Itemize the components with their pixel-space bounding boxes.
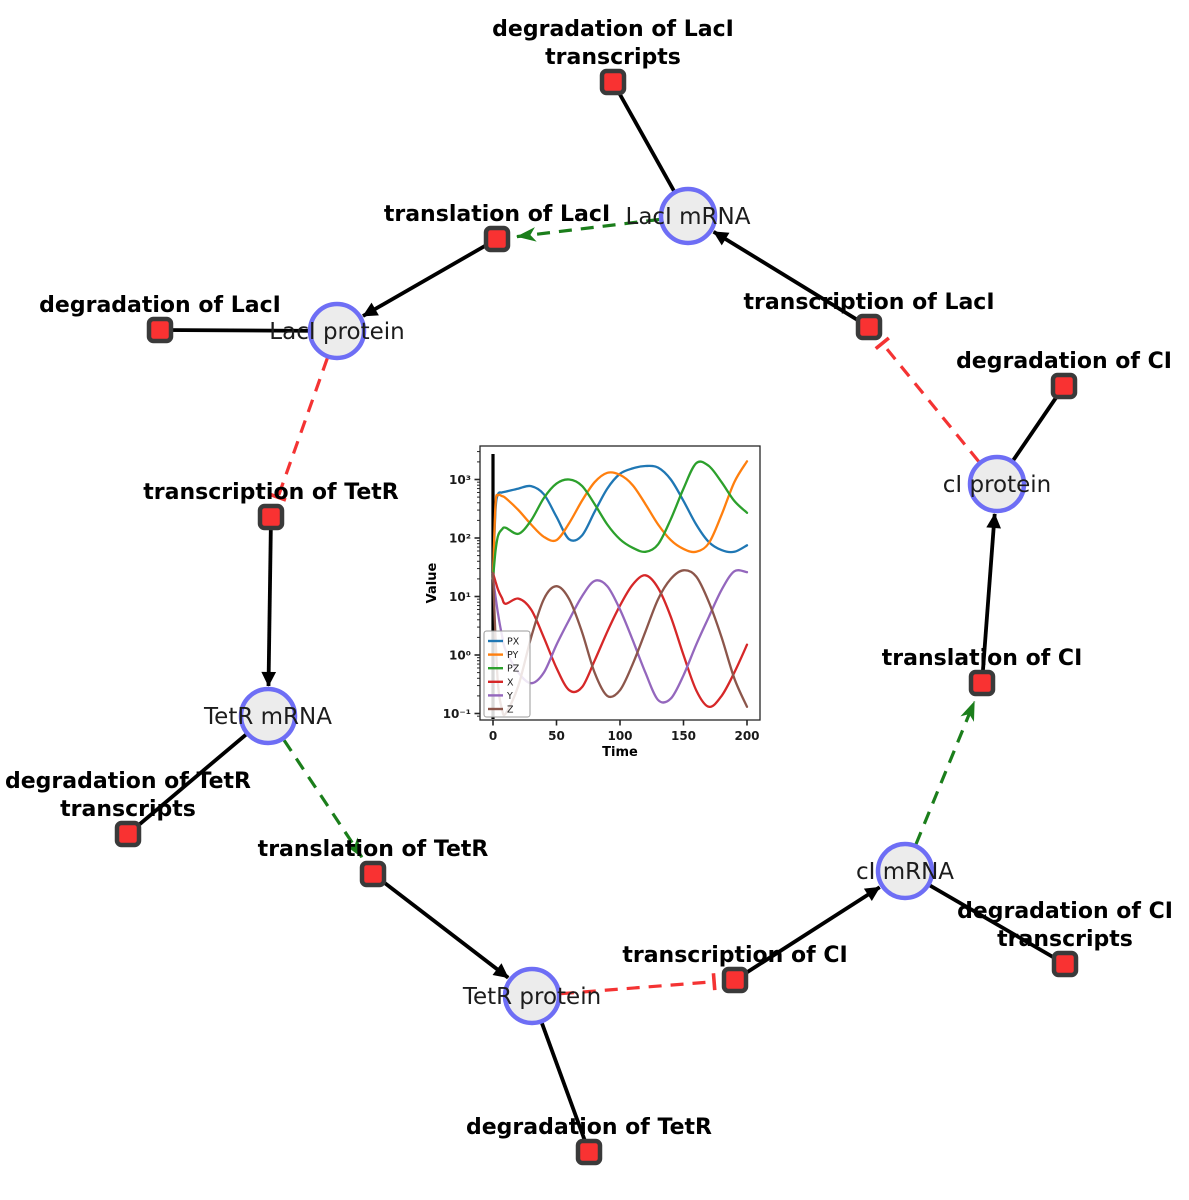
edge-produce-tx_laci-to-laci_mrna — [712, 230, 870, 329]
species-label-laci_mrna: LacI mRNA — [626, 204, 751, 230]
species-node-ci_protein — [967, 454, 1027, 514]
reaction-label-deg_tetr: degradation of TetR — [466, 1115, 712, 1140]
legend-label-PX: PX — [507, 637, 520, 648]
edge-produce-tx_ci-to-ci_mrna — [733, 885, 881, 982]
reaction-node-deg_tetr — [575, 1138, 603, 1166]
legend-label-X: X — [507, 677, 514, 688]
legend-entry-PY: PY — [488, 650, 519, 661]
edge-mass-laci_protein-to-deg_laci — [159, 328, 338, 333]
timecourse-chart: 10⁻¹ 10⁰ 10¹ 10² 10³ 0 50 100 150 200 Time Value PX P… — [425, 445, 761, 760]
reaction-node-tx_tetr — [257, 503, 285, 531]
reaction-label-transl_tetr: translation of TetR — [258, 837, 489, 862]
edge-activation-ci_mrna-to-transl_ci — [914, 700, 976, 845]
reaction-nodes-layer — [114, 68, 1079, 1166]
legend-entry-Z: Z — [488, 705, 514, 716]
reaction-node-deg_laci_tx — [599, 68, 627, 96]
reaction-node-deg_ci — [1050, 372, 1078, 400]
legend-label-Y: Y — [506, 691, 513, 702]
reaction-label-tx_tetr: transcription of TetR — [143, 480, 399, 505]
reaction-node-transl_ci — [968, 669, 996, 697]
species-node-tetr_mrna — [238, 686, 298, 746]
reaction-node-deg_ci_tx — [1051, 950, 1079, 978]
species-label-tetr_mrna: TetR mRNA — [203, 704, 332, 730]
x-axis-label: Time — [602, 745, 638, 760]
edge-activation-laci_mrna-to-transl_laci — [516, 217, 660, 242]
reaction-label-deg_laci_tx-line1: degradation of LacI — [492, 17, 734, 42]
x-tick-label: 200 — [734, 729, 759, 743]
species-nodes-layer — [238, 186, 1027, 1026]
reaction-label-deg_ci: degradation of CI — [956, 349, 1172, 374]
species-node-laci_protein — [307, 301, 367, 361]
edge-produce-tx_tetr-to-tetr_mrna — [261, 516, 277, 687]
edge-produce-transl_tetr-to-tetr_protein — [371, 872, 510, 980]
edge-inhibition-ci_protein-to-tx_laci — [874, 336, 980, 463]
reaction-label-deg_ci_tx-line1: degradation of CI — [957, 899, 1173, 924]
labels-layer: degradation of LacI transcripts translatio… — [5, 17, 1173, 1140]
species-label-tetr_protein: TetR protein — [462, 984, 601, 1010]
y-axis-label: Value — [425, 562, 440, 603]
series-line-PY — [491, 460, 749, 581]
reaction-label-deg_ci_tx-line2: transcripts — [997, 927, 1133, 952]
legend-label-PY: PY — [507, 650, 519, 661]
legend-label-PZ: PZ — [507, 664, 520, 675]
x-tick-label: 150 — [671, 729, 696, 743]
x-tick-label: 50 — [548, 729, 565, 743]
series-line-PZ — [491, 460, 749, 581]
legend-entry-PZ: PZ — [488, 664, 520, 675]
series-line-X — [491, 572, 749, 709]
species-label-laci_protein: LacI protein — [269, 319, 404, 345]
edge-inhibition-laci_protein-to-tx_tetr — [269, 357, 329, 502]
y-tick-label: 10¹ — [449, 590, 471, 604]
edge-activation-tetr_mrna-to-transl_tetr — [282, 739, 364, 859]
reaction-label-transl_ci: translation of CI — [882, 646, 1083, 671]
reaction-label-deg_tetr_tx-line2: transcripts — [60, 797, 196, 822]
reaction-node-tx_ci — [721, 966, 749, 994]
edge-mass-ci_mrna-to-deg_ci_tx — [904, 869, 1066, 966]
reaction-label-tx_ci: transcription of CI — [622, 943, 847, 968]
species-label-ci_mrna: cI mRNA — [856, 859, 954, 885]
x-tick-label: 100 — [607, 729, 632, 743]
edge-mass-tetr_mrna-to-deg_tetr_tx — [126, 714, 270, 836]
y-tick-label: 10³ — [449, 473, 471, 487]
edge-produce-transl_ci-to-ci_protein — [980, 513, 1001, 684]
series-line-PX — [491, 464, 749, 581]
reaction-node-deg_tetr_tx — [114, 820, 142, 848]
legend-entry-Y: Y — [488, 691, 513, 702]
y-tick-label: 10⁰ — [449, 649, 471, 663]
species-node-ci_mrna — [875, 841, 935, 901]
reaction-node-tx_laci — [855, 313, 883, 341]
legend-entry-X: X — [488, 677, 514, 688]
reaction-node-deg_laci — [146, 316, 174, 344]
species-node-laci_mrna — [658, 186, 718, 246]
x-tick-label: 0 — [489, 729, 497, 743]
edge-inhibition-tetr_protein-to-tx_ci — [560, 973, 717, 996]
reaction-label-deg_laci_tx-line2: transcripts — [545, 45, 681, 70]
reaction-label-deg_laci: degradation of LacI — [39, 293, 281, 318]
y-tick-label: 10⁻¹ — [443, 707, 471, 721]
reaction-node-transl_tetr — [359, 860, 387, 888]
reaction-label-transl_laci: translation of LacI — [384, 202, 610, 227]
legend-label-Z: Z — [507, 705, 514, 716]
reaction-node-transl_laci — [483, 225, 511, 253]
species-label-ci_protein: cI protein — [943, 472, 1052, 498]
species-node-tetr_protein — [502, 966, 562, 1026]
reaction-label-tx_laci: transcription of LacI — [743, 290, 994, 315]
reaction-label-deg_tetr_tx-line1: degradation of TetR — [5, 769, 251, 794]
edge-produce-transl_laci-to-laci_protein — [362, 237, 498, 318]
y-tick-label: 10² — [449, 532, 471, 546]
legend-entry-PX: PX — [488, 637, 520, 648]
